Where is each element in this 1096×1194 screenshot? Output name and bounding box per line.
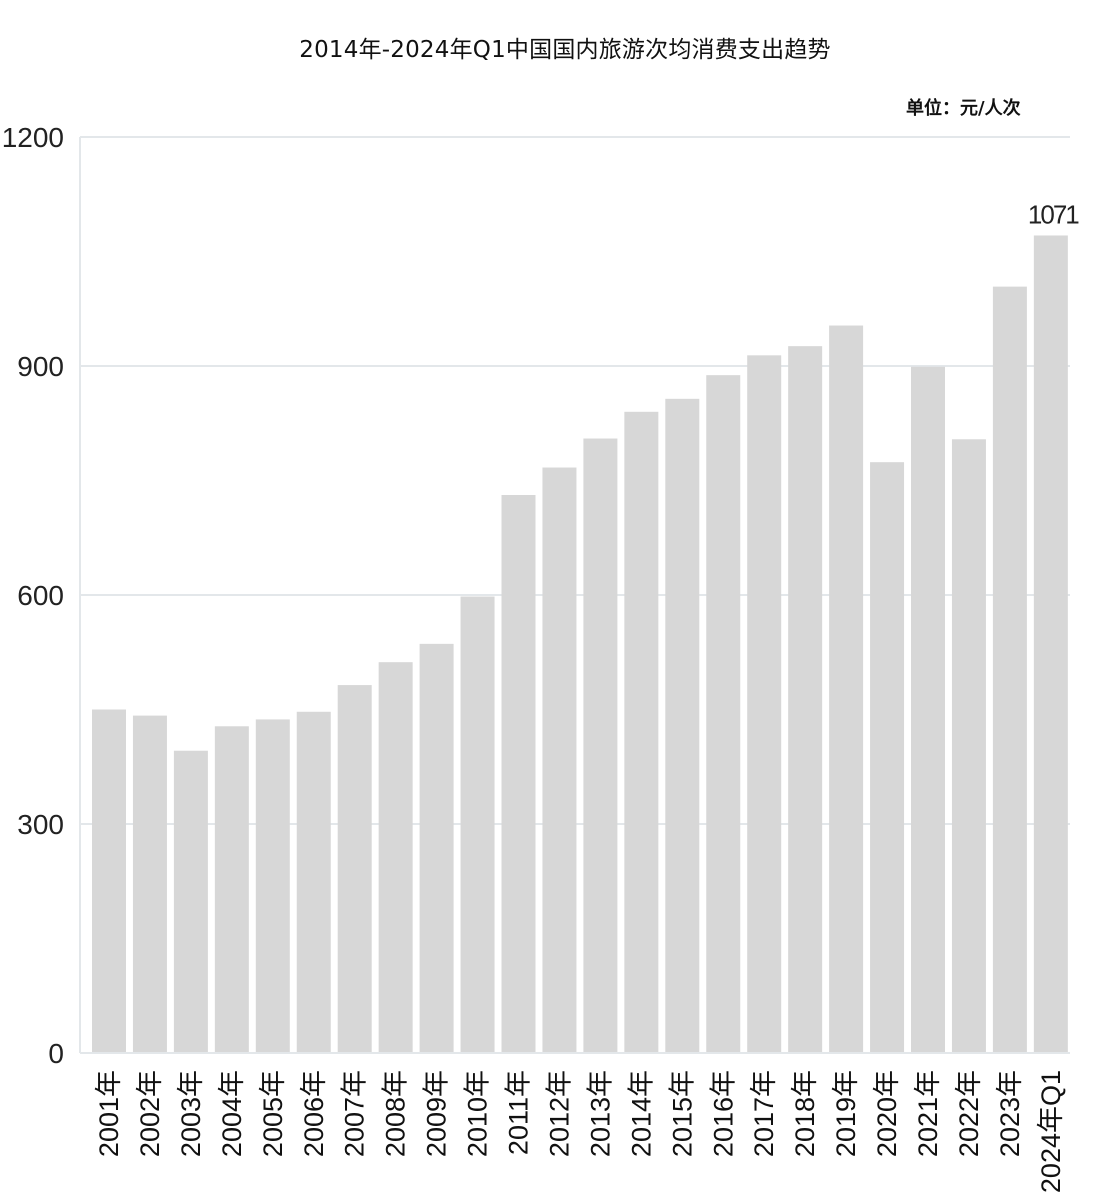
x-tick-label: 2011年 bbox=[504, 1070, 534, 1155]
x-tick-label: 2023年 bbox=[995, 1070, 1025, 1157]
y-tick-label: 300 bbox=[17, 809, 64, 840]
bar bbox=[337, 685, 372, 1053]
x-tick-label: 2016年 bbox=[708, 1070, 738, 1157]
bar bbox=[419, 643, 454, 1053]
bar bbox=[992, 286, 1027, 1053]
bar bbox=[1033, 235, 1068, 1054]
bar bbox=[706, 375, 741, 1053]
x-tick-label: 2005年 bbox=[258, 1070, 288, 1157]
x-tick-label: 2003年 bbox=[176, 1070, 206, 1157]
bar bbox=[378, 662, 413, 1053]
x-tick-label: 2010年 bbox=[463, 1070, 493, 1157]
bar bbox=[92, 709, 126, 1053]
bar bbox=[747, 355, 782, 1053]
bar bbox=[501, 495, 536, 1054]
x-tick-label: 2014年 bbox=[626, 1070, 656, 1157]
x-tick-label: 2019年 bbox=[831, 1070, 861, 1157]
x-tick-label: 2018年 bbox=[790, 1070, 820, 1157]
x-tick-label: 2002年 bbox=[135, 1070, 165, 1157]
axes bbox=[79, 137, 1070, 1054]
x-tick-label: 2012年 bbox=[544, 1070, 574, 1157]
bar bbox=[788, 346, 823, 1053]
x-tick-label: 2008年 bbox=[381, 1070, 411, 1157]
bar bbox=[665, 398, 700, 1053]
x-tick-label: 2007年 bbox=[340, 1070, 370, 1157]
bar bbox=[132, 715, 167, 1053]
chart-title: 2014年-2024年Q1中国国内旅游次均消费支出趋势 bbox=[299, 37, 831, 63]
x-tick-label: 2013年 bbox=[585, 1070, 615, 1157]
x-tick-label: 2009年 bbox=[422, 1070, 452, 1157]
bars bbox=[92, 235, 1068, 1054]
x-tick-label: 2006年 bbox=[299, 1070, 329, 1157]
bar bbox=[542, 467, 577, 1054]
x-tick-label: 2024年Q1 bbox=[1036, 1070, 1066, 1193]
x-tick-label: 2021年 bbox=[913, 1070, 943, 1157]
x-tick-label: 2015年 bbox=[667, 1070, 697, 1157]
bar bbox=[214, 726, 249, 1053]
bar bbox=[951, 439, 986, 1053]
data-label: 1071 bbox=[1028, 199, 1079, 229]
bar bbox=[173, 750, 208, 1053]
bar bbox=[583, 438, 618, 1053]
y-tick-label: 1200 bbox=[2, 122, 64, 153]
bar bbox=[870, 462, 905, 1053]
x-tick-label: 2022年 bbox=[954, 1070, 984, 1157]
y-tick-label: 600 bbox=[17, 580, 64, 611]
bar bbox=[624, 411, 659, 1053]
bar bbox=[460, 596, 495, 1053]
bar bbox=[911, 366, 945, 1054]
bar bbox=[829, 325, 864, 1053]
x-tick-label: 2001年 bbox=[94, 1070, 124, 1157]
unit-label: 单位：元/人次 bbox=[906, 98, 1021, 119]
y-tick-label: 900 bbox=[17, 351, 64, 382]
x-tick-label: 2004年 bbox=[217, 1070, 247, 1157]
bar bbox=[255, 719, 290, 1053]
x-tick-label: 2020年 bbox=[872, 1070, 902, 1157]
labels: 0 300 600 900 1200 2001年 2002年 2003年 2004年 2005年 2… bbox=[2, 122, 1082, 1193]
x-tick-label: 2017年 bbox=[749, 1070, 779, 1157]
y-tick-label: 0 bbox=[48, 1038, 64, 1069]
bar bbox=[296, 711, 331, 1053]
